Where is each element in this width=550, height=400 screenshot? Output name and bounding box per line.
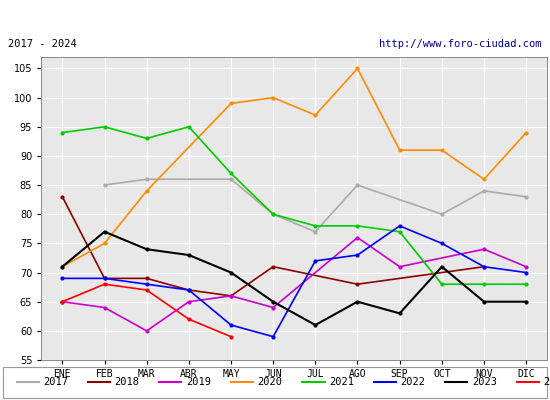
Text: http://www.foro-ciudad.com: http://www.foro-ciudad.com bbox=[379, 39, 542, 49]
Text: 2023: 2023 bbox=[472, 377, 497, 387]
Text: 2024: 2024 bbox=[543, 377, 550, 387]
Text: 2017: 2017 bbox=[43, 377, 68, 387]
Text: 2017 - 2024: 2017 - 2024 bbox=[8, 39, 77, 49]
Text: 2021: 2021 bbox=[329, 377, 354, 387]
Text: 2022: 2022 bbox=[400, 377, 425, 387]
Bar bbox=[3, 366, 547, 398]
Text: 2018: 2018 bbox=[114, 377, 139, 387]
Text: 2019: 2019 bbox=[186, 377, 211, 387]
Text: Evolucion del paro registrado en Ullastrell: Evolucion del paro registrado en Ullastr… bbox=[79, 9, 471, 24]
Text: 2020: 2020 bbox=[257, 377, 282, 387]
